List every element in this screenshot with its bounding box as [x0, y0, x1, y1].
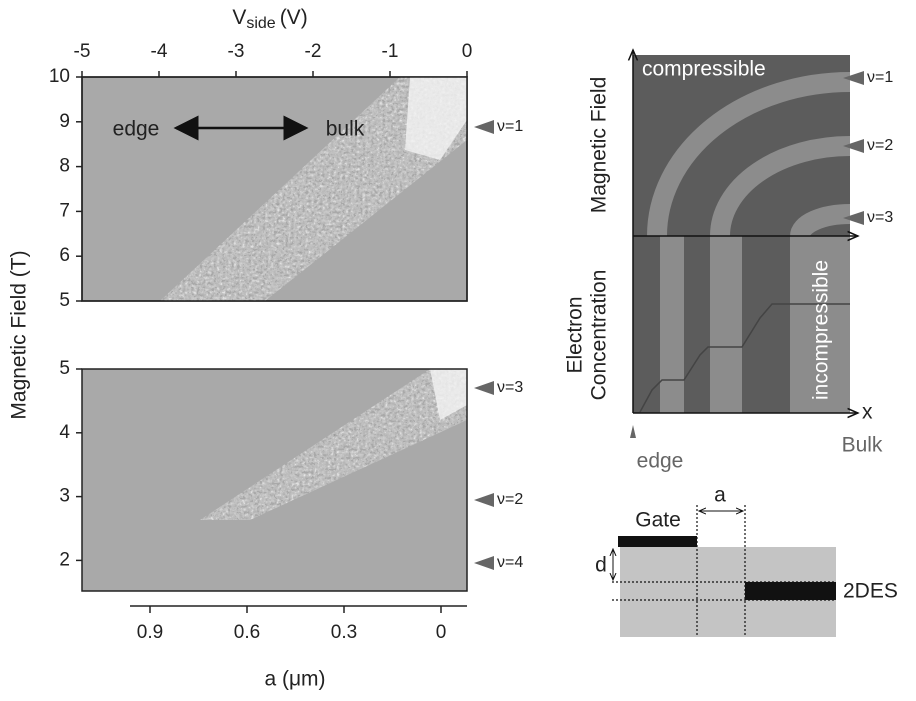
2des-label: 2DES — [843, 580, 898, 603]
y-tick-label: 10 — [49, 66, 70, 87]
gate-label: Gate — [635, 509, 681, 532]
a-label: a — [714, 484, 726, 507]
top-tick-label: -4 — [151, 41, 168, 62]
edge-label: edge — [113, 118, 160, 141]
x-label: x — [862, 401, 873, 424]
d-label: d — [595, 554, 607, 577]
y-tick-label: 7 — [59, 200, 70, 221]
top-tick-label: 0 — [462, 41, 473, 62]
filling-marker-label: ν=3 — [497, 379, 523, 396]
y-tick-label: 6 — [59, 245, 70, 266]
schematic-y-label-top: Magnetic Field — [588, 77, 611, 214]
filling-marker-label: ν=4 — [497, 554, 523, 571]
marker-triangle — [474, 556, 494, 570]
schematic — [633, 50, 858, 413]
edge-label-schematic: edge — [637, 450, 684, 473]
bottom-tick-label: 0.9 — [137, 622, 163, 643]
marker-triangle — [474, 493, 494, 507]
y-tick-label: 4 — [59, 422, 70, 443]
incompressible-label: incompressible — [810, 260, 833, 400]
marker-triangle — [843, 139, 864, 153]
top-tick-label: -2 — [305, 41, 322, 62]
bulk-label-schematic: Bulk — [842, 434, 883, 457]
top-tick-label: -5 — [74, 41, 91, 62]
top-axis-title: Vside (V) — [232, 6, 307, 33]
level-label: ν=2 — [867, 137, 893, 154]
bulk-label: bulk — [326, 118, 365, 141]
lower-panel — [81, 368, 468, 592]
y-tick-label: 3 — [59, 486, 70, 507]
upper-panel — [81, 76, 468, 302]
y-tick-label: 5 — [59, 290, 70, 311]
y-axis-title: Magnetic Field (T) — [8, 250, 31, 419]
y-tick-label: 9 — [59, 111, 70, 132]
schematic-y-label-bottom-1: Electron — [564, 296, 587, 373]
y-tick-label: 5 — [59, 358, 70, 379]
device — [612, 505, 836, 637]
marker-triangle — [474, 120, 494, 134]
marker-triangle — [474, 381, 494, 395]
bottom-tick-label: 0 — [436, 622, 447, 643]
bottom-axis-title: a (μm) — [264, 668, 325, 691]
filling-marker-label: ν=2 — [497, 491, 523, 508]
marker-triangle — [843, 71, 864, 85]
marker-triangle — [843, 211, 864, 225]
top-tick-label: -1 — [382, 41, 399, 62]
y-tick-label: 2 — [59, 549, 70, 570]
schematic-y-label-bottom-2: Concentration — [588, 270, 611, 401]
filling-marker-label: ν=1 — [497, 118, 523, 135]
level-label: ν=3 — [867, 209, 893, 226]
level-label: ν=1 — [867, 69, 893, 86]
compressible-label: compressible — [642, 58, 766, 81]
bottom-tick-label: 0.3 — [331, 622, 357, 643]
top-tick-label: -3 — [228, 41, 245, 62]
y-tick-label: 8 — [59, 156, 70, 177]
bottom-tick-label: 0.6 — [234, 622, 260, 643]
